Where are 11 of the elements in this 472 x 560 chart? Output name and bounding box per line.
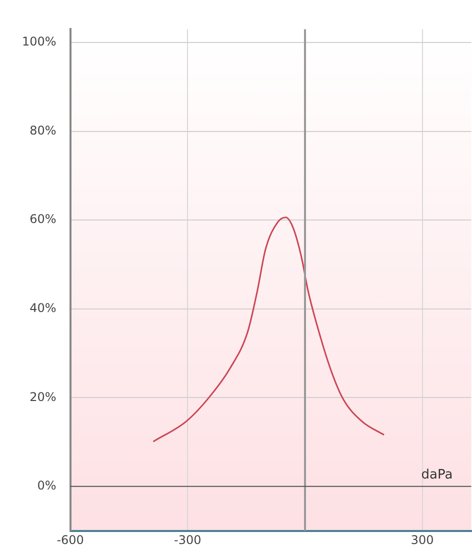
y-tick-label: 80% (30, 123, 56, 138)
x-tick-label: -300 (174, 533, 202, 548)
x-tick-label: 300 (410, 533, 434, 548)
y-tick-label: 40% (30, 300, 56, 315)
y-tick-label: 0% (37, 478, 56, 493)
line-series (152, 216, 385, 442)
x-tick-label: -600 (56, 533, 84, 548)
y-tick-label: 100% (22, 34, 56, 49)
y-tick-label: 20% (30, 390, 56, 404)
annotation: daPa (421, 467, 453, 482)
y-tick-label: 60% (30, 212, 56, 226)
